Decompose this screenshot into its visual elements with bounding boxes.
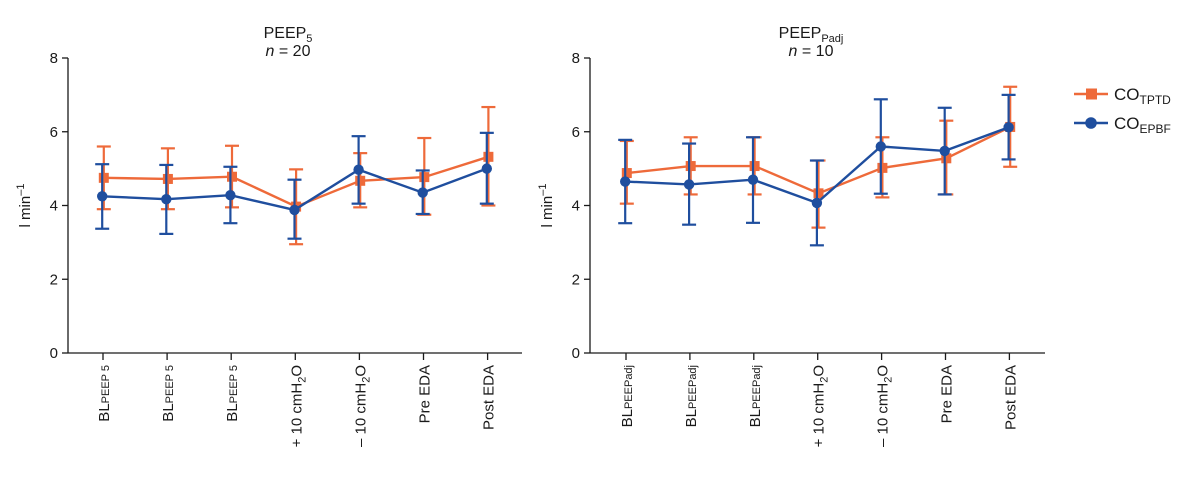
series-epbf <box>618 93 1016 247</box>
data-point <box>353 164 364 175</box>
data-point <box>941 153 952 164</box>
x-tick-label: BLPEEP 5 <box>96 365 113 422</box>
y-tick-label: 8 <box>50 50 58 67</box>
x-tick-label: BLPEEP 5 <box>160 365 177 422</box>
x-tick-label: + 10 cmH2O <box>811 365 831 447</box>
x-tick-label: BLPEEP 5 <box>224 365 241 422</box>
y-tick-label: 6 <box>50 124 58 141</box>
data-point <box>685 161 696 172</box>
data-point <box>481 163 492 174</box>
y-tick-label: 4 <box>572 198 580 215</box>
data-point <box>620 176 631 187</box>
data-point <box>483 151 494 162</box>
data-point <box>747 174 759 185</box>
data-point <box>355 175 366 186</box>
data-point <box>877 162 888 173</box>
x-tick-label: BLPEEPadj <box>747 365 764 427</box>
x-tick-label: Post EDA <box>481 365 498 430</box>
data-point <box>417 187 428 198</box>
data-point <box>97 191 108 202</box>
data-point <box>419 172 430 183</box>
chart-subtitle: n = 10 <box>789 43 834 60</box>
x-tick-label: + 10 cmH2O <box>288 365 308 447</box>
data-point <box>811 197 823 209</box>
chart-title: PEEPPadj <box>779 25 844 45</box>
data-point <box>289 204 300 216</box>
data-point <box>813 188 824 199</box>
series-tptd <box>96 105 496 246</box>
data-point <box>98 172 109 183</box>
x-tick-label: Pre EDA <box>417 365 434 423</box>
data-point <box>939 145 950 157</box>
data-point <box>875 141 886 152</box>
data-point <box>683 179 695 190</box>
x-tick-label: – 10 cmH2O <box>875 365 895 447</box>
x-tick-label: BLPEEPadj <box>683 365 700 427</box>
y-tick-label: 2 <box>50 271 58 288</box>
data-point <box>227 171 237 182</box>
data-point <box>621 168 632 179</box>
legend: COTPTD COEPBF <box>1074 85 1171 136</box>
legend-marker <box>1085 117 1097 129</box>
data-point <box>1003 122 1014 133</box>
y-tick-label: 6 <box>572 124 580 141</box>
x-tick-label: – 10 cmH2O <box>352 365 372 447</box>
legend-item-tptd: COTPTD <box>1074 85 1171 107</box>
chart-title: PEEP5 <box>264 25 313 45</box>
x-tick-label: BLPEEPadj <box>619 365 636 427</box>
y-tick-label: 0 <box>572 345 580 362</box>
x-tick-label: Pre EDA <box>939 365 956 423</box>
series-epbf <box>95 131 494 240</box>
y-tick-label: 8 <box>572 50 580 67</box>
chart-subtitle: n = 20 <box>266 43 311 60</box>
y-axis-label: l min–1 <box>15 184 34 228</box>
y-tick-label: 4 <box>50 198 58 215</box>
legend-marker <box>1086 88 1097 100</box>
legend-label: COEPBF <box>1114 114 1171 136</box>
y-tick-label: 0 <box>50 345 58 362</box>
series-tptd <box>619 85 1018 229</box>
data-point <box>162 173 173 184</box>
y-tick-label: 2 <box>572 271 580 288</box>
data-point <box>225 189 236 201</box>
data-point <box>161 194 172 205</box>
legend-item-epbf: COEPBF <box>1074 114 1171 136</box>
x-tick-label: Post EDA <box>1002 365 1019 430</box>
data-point <box>749 161 760 172</box>
y-axis-label: l min–1 <box>537 184 556 228</box>
legend-label: COTPTD <box>1114 85 1171 107</box>
